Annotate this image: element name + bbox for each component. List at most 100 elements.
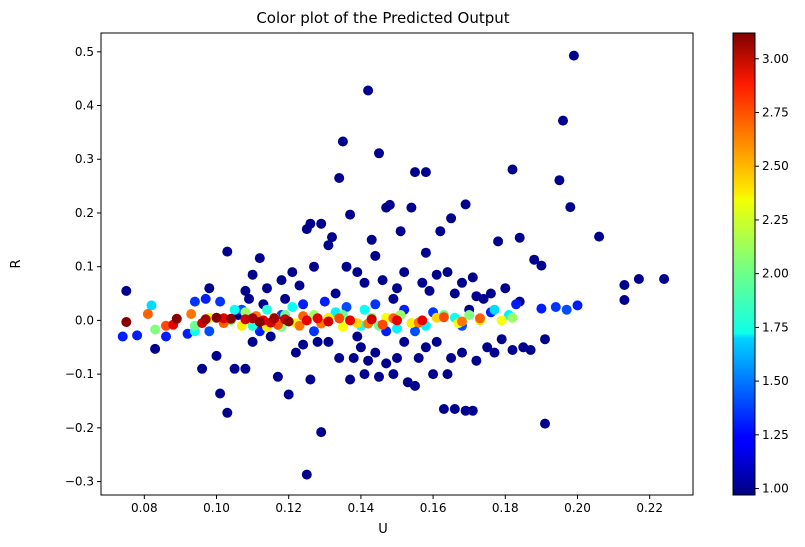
data-point (363, 85, 374, 96)
data-point (449, 404, 460, 414)
data-point (150, 343, 161, 354)
data-point (222, 407, 233, 418)
data-point (438, 312, 449, 323)
data-point (309, 326, 319, 337)
data-point (240, 363, 251, 374)
data-point (428, 369, 439, 380)
data-point (489, 347, 500, 358)
data-point (341, 261, 352, 272)
data-point (384, 199, 395, 210)
data-point (355, 342, 366, 353)
data-point (247, 336, 258, 347)
data-point (254, 326, 265, 337)
data-point (536, 260, 547, 271)
colorbar-tick-label: 3.00 (762, 52, 789, 66)
data-point (345, 315, 356, 326)
data-point (272, 371, 283, 382)
data-point (507, 345, 518, 355)
plot-area (100, 32, 694, 496)
data-point (240, 285, 251, 296)
data-point (305, 218, 316, 229)
data-point (399, 267, 410, 278)
data-point (254, 253, 265, 264)
data-point (117, 331, 128, 342)
x-tick-label: 0.14 (348, 501, 375, 515)
data-point (442, 369, 453, 380)
data-point (337, 136, 348, 147)
data-point (500, 283, 511, 294)
data-point (132, 330, 143, 341)
data-point (496, 334, 507, 345)
data-point (457, 316, 467, 327)
data-point (312, 336, 323, 347)
data-point (316, 218, 327, 229)
y-tick-label: −0.1 (65, 367, 94, 381)
data-point (287, 302, 298, 312)
data-point (319, 296, 330, 307)
data-point (420, 247, 431, 258)
data-point (301, 315, 312, 326)
data-point (536, 303, 547, 314)
data-point (413, 353, 424, 363)
data-point (388, 293, 399, 304)
data-point (334, 313, 345, 324)
y-tick-label: 0.4 (75, 99, 94, 113)
data-point (417, 277, 428, 288)
data-point (218, 313, 229, 324)
data-point (197, 363, 208, 374)
data-point (511, 299, 522, 310)
data-point (420, 167, 431, 178)
data-point (309, 261, 319, 272)
data-point (514, 232, 525, 243)
data-point (464, 310, 475, 320)
colorbar-tick-label: 1.00 (762, 482, 789, 496)
x-tick-label: 0.16 (420, 501, 447, 515)
data-point (301, 469, 312, 480)
data-point (438, 404, 449, 414)
colorbar-tick-label: 2.00 (762, 267, 789, 281)
data-points (117, 50, 670, 480)
chart-title: Color plot of the Predicted Output (256, 9, 509, 27)
data-point (240, 307, 251, 318)
data-point (420, 342, 431, 353)
colorbar-tick-label: 2.25 (762, 213, 789, 227)
data-point (460, 199, 471, 210)
x-tick-label: 0.22 (636, 501, 663, 515)
data-point (359, 369, 370, 380)
data-point (334, 173, 345, 183)
colorbar-tick-label: 2.50 (762, 159, 789, 173)
data-point (374, 371, 384, 382)
data-point (345, 209, 356, 220)
data-point (316, 427, 327, 438)
data-point (337, 321, 348, 332)
y-tick-label: 0.1 (75, 260, 94, 274)
data-point (262, 304, 272, 315)
data-point (442, 267, 453, 278)
data-point (294, 320, 305, 331)
data-point (449, 288, 460, 299)
y-axis-label: R (9, 259, 24, 268)
colorbar-tick-label: 1.50 (762, 374, 789, 388)
data-point (352, 267, 363, 278)
data-point (290, 347, 301, 358)
data-point (540, 334, 550, 345)
data-point (244, 293, 254, 304)
data-point (323, 240, 334, 251)
colorbar-gradient (732, 32, 756, 496)
data-point (305, 374, 316, 385)
data-point (558, 115, 568, 126)
data-point (467, 272, 478, 283)
data-point (200, 314, 211, 325)
data-point (594, 231, 605, 242)
data-point (572, 300, 583, 311)
data-point (485, 288, 496, 299)
data-point (392, 315, 402, 326)
data-point (161, 331, 171, 342)
data-point (359, 304, 370, 315)
data-point (446, 213, 457, 224)
data-point (222, 246, 233, 257)
data-point (370, 250, 381, 261)
x-tick-label: 0.08 (131, 501, 158, 515)
data-point (211, 350, 222, 361)
